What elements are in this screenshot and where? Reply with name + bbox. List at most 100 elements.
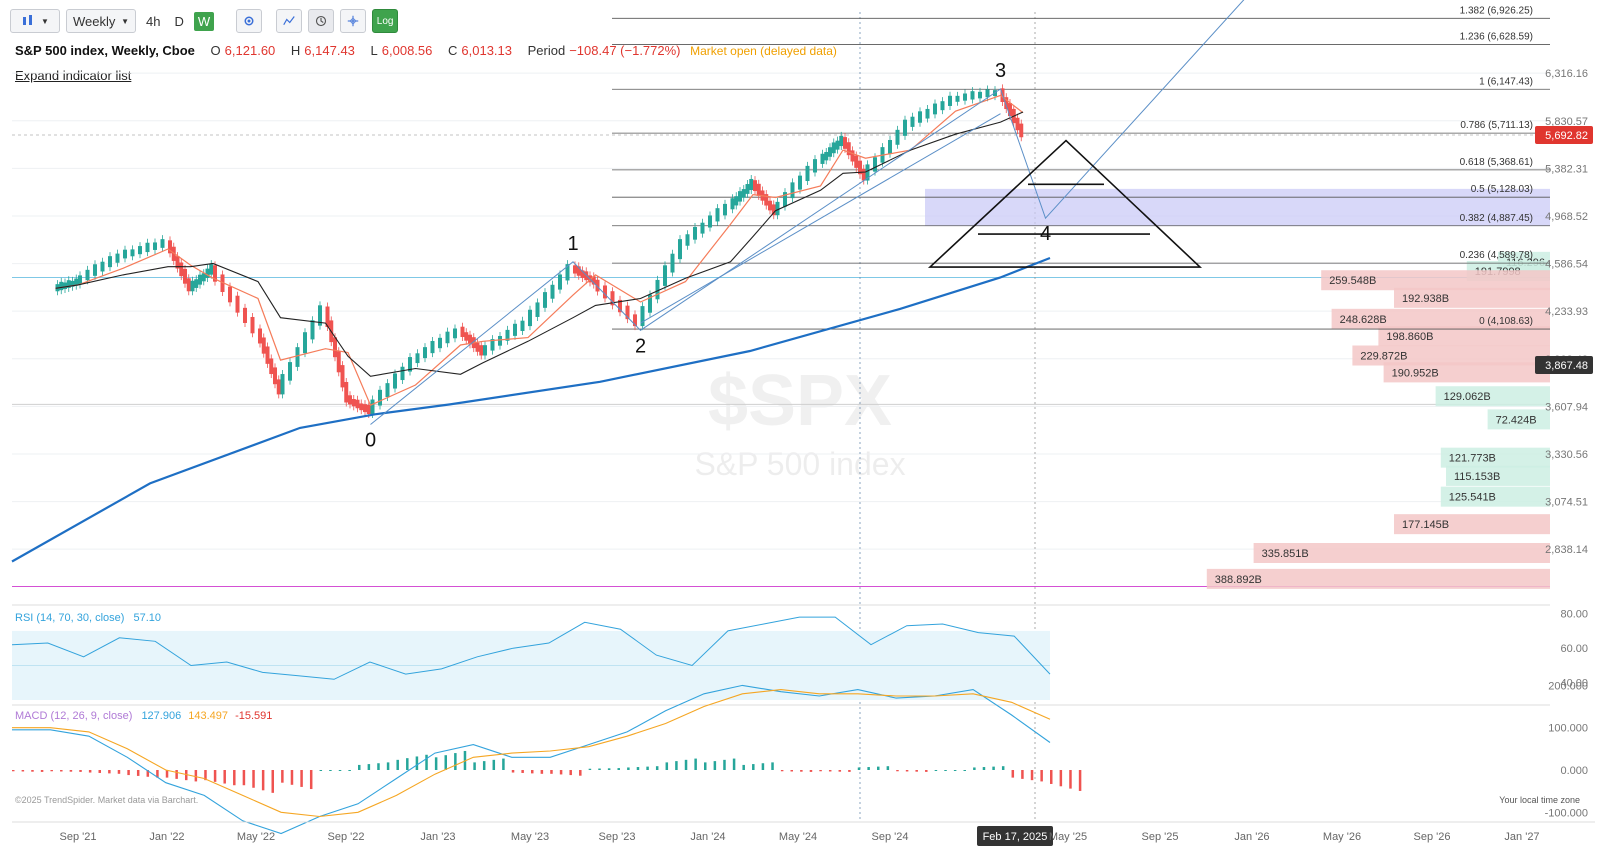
fib-level-label: 1 (6,147.43): [1479, 76, 1533, 87]
macd-histogram-bar: [156, 770, 159, 778]
interval-select[interactable]: Weekly ▼: [66, 9, 136, 33]
candle-body: [74, 278, 79, 286]
crosshair-price-tag-bg: [1535, 356, 1593, 375]
candle-body: [813, 159, 817, 173]
candle-body: [535, 302, 540, 317]
macd-histogram-bar: [694, 758, 697, 770]
history-button[interactable]: [308, 9, 335, 33]
log-scale-toggle[interactable]: Log: [372, 9, 399, 33]
candle-body: [861, 168, 866, 181]
candle-body: [453, 328, 457, 339]
macd-histogram-bar: [1030, 770, 1034, 781]
macd-histogram-bar: [40, 770, 44, 772]
chart-type-button[interactable]: ▼: [10, 9, 60, 33]
candle-body: [468, 334, 472, 345]
candle-body: [408, 357, 412, 372]
volume-profile-label: 121.773B: [1449, 453, 1496, 465]
candle-body: [235, 295, 240, 313]
macd-histogram-bar: [98, 770, 101, 773]
price-baseline: [12, 586, 1550, 587]
crosshair-button[interactable]: [340, 9, 367, 33]
candle-body: [385, 383, 390, 398]
macd-histogram-bar: [329, 770, 332, 771]
macd-histogram-bar: [12, 770, 15, 772]
wave-label: 1: [567, 233, 578, 255]
interval-label: Weekly: [73, 13, 116, 29]
timeframe-4h[interactable]: 4h: [146, 13, 161, 29]
crosshair-icon: [347, 15, 359, 27]
candle-body: [138, 246, 142, 255]
fib-level-label: 0.236 (4,589.78): [1460, 250, 1533, 261]
x-axis-tick: May '22: [237, 831, 275, 843]
candle-body: [445, 331, 450, 344]
timeframe-d[interactable]: D: [174, 13, 184, 29]
volume-profile-label: 229.872B: [1360, 351, 1407, 363]
macd-histogram-bar: [79, 770, 82, 772]
candle-body: [663, 265, 667, 286]
candle-body: [438, 337, 442, 349]
chevron-down-icon: ▼: [121, 16, 129, 26]
fib-level-label: 0.618 (5,368.61): [1460, 157, 1533, 168]
high-label: H: [290, 43, 301, 58]
macd-histogram-bar: [21, 770, 25, 772]
macd-label: MACD (12, 26, 9, close) 127.906 143.497 …: [15, 710, 272, 722]
candle-body: [1019, 123, 1024, 138]
candle-body: [183, 268, 187, 284]
macd-axis-tick: 200.000: [1548, 680, 1588, 692]
candle-body: [963, 93, 967, 101]
x-axis-tick: Sep '24: [872, 831, 909, 843]
draw-tool-button[interactable]: [276, 9, 303, 33]
expand-indicator-list-link[interactable]: Expand indicator list: [15, 68, 132, 83]
x-axis-tick: Jan '26: [1234, 831, 1269, 843]
x-axis-tick: Jan '23: [420, 831, 455, 843]
volume-profile-bar: [1487, 409, 1550, 430]
macd-histogram-bar: [953, 770, 957, 771]
channel-line: [640, 113, 1001, 324]
candle-body: [378, 389, 382, 406]
volume-profile-bar: [1378, 326, 1550, 347]
volume-profile-label: 335.851B: [1262, 548, 1309, 560]
candle-body: [205, 268, 210, 278]
macd-histogram-bar: [31, 770, 34, 772]
macd-histogram-bar: [434, 757, 438, 770]
macd-histogram-bar: [675, 761, 678, 770]
candle-body: [213, 265, 217, 282]
candle-body: [970, 91, 975, 100]
candle-body: [66, 280, 71, 288]
macd-value: 127.906: [141, 710, 182, 722]
macd-histogram-bar: [358, 764, 361, 770]
macd-histogram-bar: [992, 766, 995, 770]
candle-body: [775, 201, 780, 216]
candle-body: [415, 353, 420, 364]
elliott-wave-path: [370, 0, 1245, 425]
candle-body: [479, 345, 484, 356]
price-axis-tick: 5,382.31: [1545, 163, 1588, 175]
volume-profile-bar: [1352, 345, 1550, 366]
price-axis-tick: 5,830.57: [1545, 116, 1588, 128]
timeframe-w[interactable]: W: [193, 11, 215, 31]
candle-body: [276, 379, 281, 395]
symbol-title: S&P 500 index, Weekly, Cboe: [15, 43, 195, 58]
close-label: C: [448, 43, 458, 58]
candle-body: [520, 320, 525, 331]
candle-body: [295, 347, 300, 367]
candle-body: [603, 285, 607, 299]
candle-body: [78, 275, 82, 285]
macd-histogram-bar: [905, 770, 909, 772]
candle-body: [918, 111, 922, 123]
rsi-label: RSI (14, 70, 30, close) 57.10: [15, 612, 161, 624]
candle-body: [145, 242, 150, 253]
candle-body: [749, 178, 754, 191]
candle-body: [85, 269, 90, 281]
macd-histogram-bar: [569, 770, 572, 776]
candle-body: [854, 155, 859, 168]
fib-level-label: 0.5 (5,128.03): [1471, 184, 1533, 195]
macd-histogram-bar: [473, 762, 476, 770]
macd-histogram-bar: [531, 770, 534, 774]
macd-histogram-bar: [684, 759, 688, 770]
macd-histogram-bar: [406, 758, 409, 770]
macd-histogram-bar: [223, 770, 226, 784]
settings-button[interactable]: [236, 9, 263, 33]
macd-histogram-bar: [175, 770, 178, 779]
